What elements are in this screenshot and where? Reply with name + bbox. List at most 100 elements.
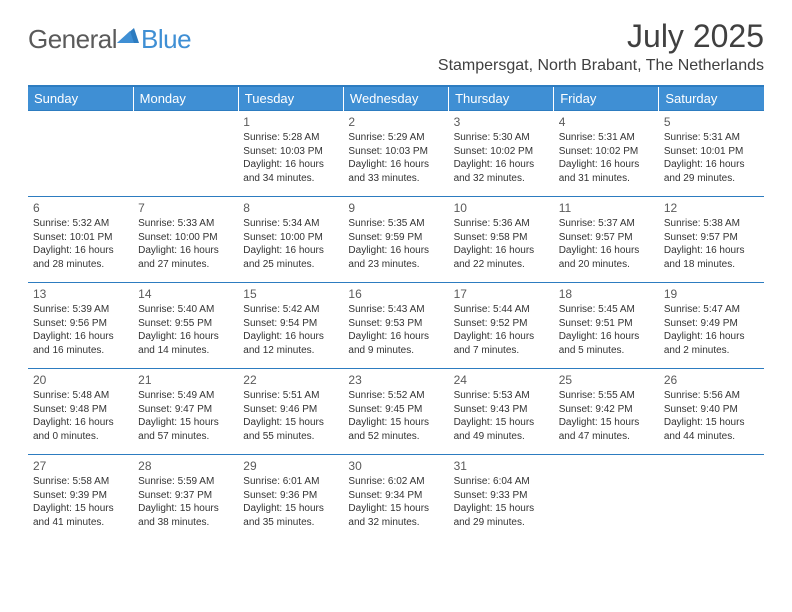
day-info: Sunrise: 6:04 AMSunset: 9:33 PMDaylight:… [454,475,549,529]
day-info: Sunrise: 5:55 AMSunset: 9:42 PMDaylight:… [559,389,654,443]
calendar-body: 1Sunrise: 5:28 AMSunset: 10:03 PMDayligh… [28,111,764,541]
day-number: 1 [243,114,338,130]
day-number: 29 [243,458,338,474]
day-info: Sunrise: 5:38 AMSunset: 9:57 PMDaylight:… [664,217,759,271]
logo-text-blue: Blue [141,24,191,55]
day-info: Sunrise: 5:31 AMSunset: 10:01 PMDaylight… [664,131,759,185]
calendar-table: SundayMondayTuesdayWednesdayThursdayFrid… [28,85,764,541]
day-number: 6 [33,200,128,216]
day-info: Sunrise: 5:37 AMSunset: 9:57 PMDaylight:… [559,217,654,271]
calendar-day-cell: 16Sunrise: 5:43 AMSunset: 9:53 PMDayligh… [343,283,448,369]
day-info: Sunrise: 5:45 AMSunset: 9:51 PMDaylight:… [559,303,654,357]
calendar-day-cell [28,111,133,197]
day-number: 21 [138,372,233,388]
day-info: Sunrise: 5:56 AMSunset: 9:40 PMDaylight:… [664,389,759,443]
calendar-day-cell [133,111,238,197]
weekday-header: Saturday [659,86,764,111]
day-number: 5 [664,114,759,130]
calendar-day-cell: 23Sunrise: 5:52 AMSunset: 9:45 PMDayligh… [343,369,448,455]
day-number: 18 [559,286,654,302]
weekday-header: Monday [133,86,238,111]
day-info: Sunrise: 5:36 AMSunset: 9:58 PMDaylight:… [454,217,549,271]
day-number: 23 [348,372,443,388]
calendar-header: SundayMondayTuesdayWednesdayThursdayFrid… [28,86,764,111]
day-number: 19 [664,286,759,302]
day-number: 25 [559,372,654,388]
day-number: 30 [348,458,443,474]
day-info: Sunrise: 5:30 AMSunset: 10:02 PMDaylight… [454,131,549,185]
day-number: 31 [454,458,549,474]
calendar-week-row: 1Sunrise: 5:28 AMSunset: 10:03 PMDayligh… [28,111,764,197]
day-info: Sunrise: 5:39 AMSunset: 9:56 PMDaylight:… [33,303,128,357]
day-info: Sunrise: 5:51 AMSunset: 9:46 PMDaylight:… [243,389,338,443]
calendar-day-cell: 27Sunrise: 5:58 AMSunset: 9:39 PMDayligh… [28,455,133,541]
calendar-day-cell: 29Sunrise: 6:01 AMSunset: 9:36 PMDayligh… [238,455,343,541]
day-info: Sunrise: 5:31 AMSunset: 10:02 PMDaylight… [559,131,654,185]
calendar-day-cell: 22Sunrise: 5:51 AMSunset: 9:46 PMDayligh… [238,369,343,455]
day-number: 4 [559,114,654,130]
calendar-day-cell: 2Sunrise: 5:29 AMSunset: 10:03 PMDayligh… [343,111,448,197]
calendar-day-cell: 15Sunrise: 5:42 AMSunset: 9:54 PMDayligh… [238,283,343,369]
calendar-day-cell: 31Sunrise: 6:04 AMSunset: 9:33 PMDayligh… [449,455,554,541]
day-info: Sunrise: 5:43 AMSunset: 9:53 PMDaylight:… [348,303,443,357]
calendar-day-cell: 20Sunrise: 5:48 AMSunset: 9:48 PMDayligh… [28,369,133,455]
day-number: 27 [33,458,128,474]
calendar-day-cell: 25Sunrise: 5:55 AMSunset: 9:42 PMDayligh… [554,369,659,455]
calendar-day-cell: 19Sunrise: 5:47 AMSunset: 9:49 PMDayligh… [659,283,764,369]
header-row: General Blue July 2025 Stampersgat, Nort… [28,18,764,83]
day-number: 9 [348,200,443,216]
day-number: 10 [454,200,549,216]
day-info: Sunrise: 5:44 AMSunset: 9:52 PMDaylight:… [454,303,549,357]
day-number: 16 [348,286,443,302]
calendar-week-row: 20Sunrise: 5:48 AMSunset: 9:48 PMDayligh… [28,369,764,455]
calendar-day-cell: 4Sunrise: 5:31 AMSunset: 10:02 PMDayligh… [554,111,659,197]
calendar-day-cell: 26Sunrise: 5:56 AMSunset: 9:40 PMDayligh… [659,369,764,455]
calendar-day-cell: 1Sunrise: 5:28 AMSunset: 10:03 PMDayligh… [238,111,343,197]
calendar-day-cell: 30Sunrise: 6:02 AMSunset: 9:34 PMDayligh… [343,455,448,541]
logo: General Blue [28,24,191,55]
day-info: Sunrise: 5:47 AMSunset: 9:49 PMDaylight:… [664,303,759,357]
day-number: 11 [559,200,654,216]
calendar-week-row: 13Sunrise: 5:39 AMSunset: 9:56 PMDayligh… [28,283,764,369]
weekday-header: Friday [554,86,659,111]
day-number: 8 [243,200,338,216]
day-number: 26 [664,372,759,388]
day-number: 20 [33,372,128,388]
day-number: 3 [454,114,549,130]
day-info: Sunrise: 6:01 AMSunset: 9:36 PMDaylight:… [243,475,338,529]
day-number: 17 [454,286,549,302]
day-info: Sunrise: 5:33 AMSunset: 10:00 PMDaylight… [138,217,233,271]
calendar-day-cell: 11Sunrise: 5:37 AMSunset: 9:57 PMDayligh… [554,197,659,283]
location-text: Stampersgat, North Brabant, The Netherla… [438,57,764,75]
weekday-header: Sunday [28,86,133,111]
day-info: Sunrise: 5:32 AMSunset: 10:01 PMDaylight… [33,217,128,271]
day-info: Sunrise: 5:28 AMSunset: 10:03 PMDaylight… [243,131,338,185]
day-number: 7 [138,200,233,216]
calendar-day-cell: 12Sunrise: 5:38 AMSunset: 9:57 PMDayligh… [659,197,764,283]
calendar-day-cell: 17Sunrise: 5:44 AMSunset: 9:52 PMDayligh… [449,283,554,369]
day-info: Sunrise: 5:29 AMSunset: 10:03 PMDaylight… [348,131,443,185]
calendar-day-cell [554,455,659,541]
calendar-day-cell: 7Sunrise: 5:33 AMSunset: 10:00 PMDayligh… [133,197,238,283]
calendar-day-cell: 24Sunrise: 5:53 AMSunset: 9:43 PMDayligh… [449,369,554,455]
day-info: Sunrise: 5:40 AMSunset: 9:55 PMDaylight:… [138,303,233,357]
day-info: Sunrise: 5:49 AMSunset: 9:47 PMDaylight:… [138,389,233,443]
calendar-day-cell: 14Sunrise: 5:40 AMSunset: 9:55 PMDayligh… [133,283,238,369]
day-info: Sunrise: 5:59 AMSunset: 9:37 PMDaylight:… [138,475,233,529]
logo-triangle-icon [117,25,141,50]
day-number: 13 [33,286,128,302]
month-title: July 2025 [438,18,764,55]
calendar-day-cell: 10Sunrise: 5:36 AMSunset: 9:58 PMDayligh… [449,197,554,283]
day-info: Sunrise: 5:48 AMSunset: 9:48 PMDaylight:… [33,389,128,443]
logo-text-general: General [28,24,117,55]
calendar-day-cell: 3Sunrise: 5:30 AMSunset: 10:02 PMDayligh… [449,111,554,197]
day-number: 2 [348,114,443,130]
day-number: 14 [138,286,233,302]
calendar-day-cell: 8Sunrise: 5:34 AMSunset: 10:00 PMDayligh… [238,197,343,283]
day-number: 22 [243,372,338,388]
day-number: 12 [664,200,759,216]
day-info: Sunrise: 6:02 AMSunset: 9:34 PMDaylight:… [348,475,443,529]
calendar-day-cell: 28Sunrise: 5:59 AMSunset: 9:37 PMDayligh… [133,455,238,541]
calendar-day-cell: 6Sunrise: 5:32 AMSunset: 10:01 PMDayligh… [28,197,133,283]
weekday-header: Thursday [449,86,554,111]
